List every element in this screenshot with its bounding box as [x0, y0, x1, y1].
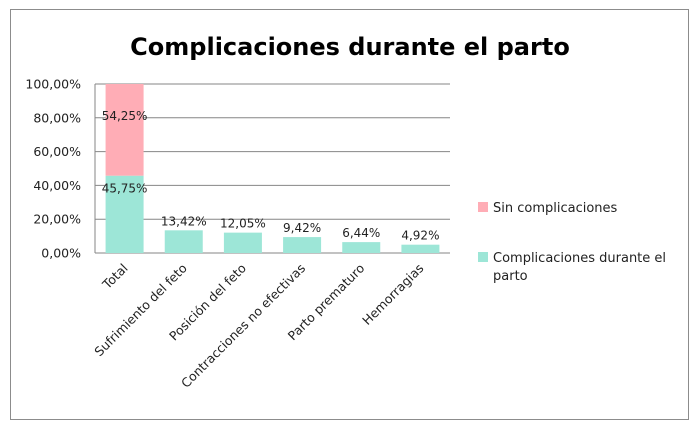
data-label: 13,42% [161, 214, 207, 228]
bar [283, 237, 322, 253]
legend-label: Complicaciones durante el [493, 251, 666, 266]
bar [223, 232, 262, 253]
data-label: 54,25% [102, 109, 148, 123]
x-tick-label: Contracciones no efectivas [178, 261, 308, 391]
y-tick-label: 80,00% [33, 110, 81, 125]
data-label: 6,44% [342, 226, 380, 240]
legend-label: Sin complicaciones [493, 201, 618, 216]
legend-label: parto [493, 269, 528, 284]
legend-swatch [478, 252, 488, 262]
y-tick-label: 60,00% [33, 144, 81, 159]
bar [342, 242, 381, 253]
data-label: 12,05% [220, 217, 266, 231]
y-tick-label: 100,00% [25, 77, 81, 92]
data-label: 9,42% [283, 221, 321, 235]
x-tick-label: Total [99, 261, 131, 293]
chart-frame [10, 9, 689, 420]
bar [105, 84, 144, 176]
data-label: 45,75% [102, 182, 148, 196]
data-label: 4,92% [401, 229, 439, 243]
y-tick-label: 20,00% [33, 212, 81, 227]
x-tick-label: Hemorragias [359, 261, 426, 328]
y-tick-label: 0,00% [41, 246, 81, 261]
bar [401, 244, 440, 253]
legend-swatch [478, 202, 488, 212]
bar [164, 230, 203, 253]
chart-title: Complicaciones durante el parto [130, 33, 570, 61]
bar [105, 175, 144, 253]
y-tick-label: 40,00% [33, 178, 81, 193]
